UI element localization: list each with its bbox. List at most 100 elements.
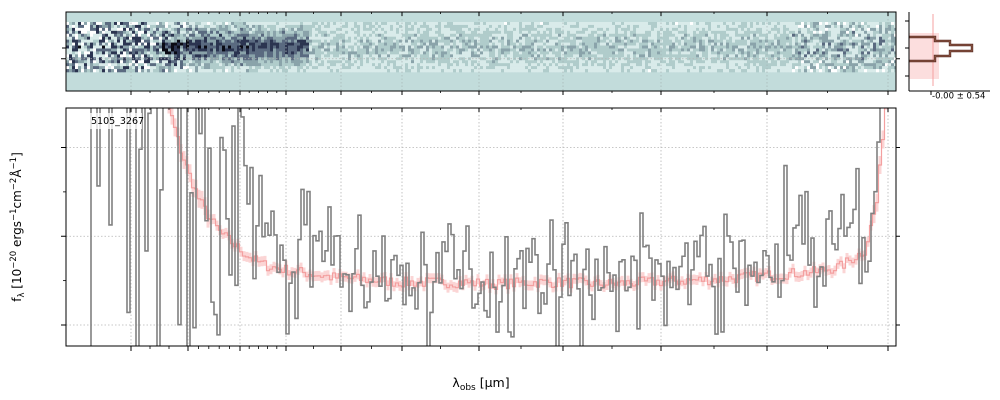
spectrum-2d-pixel <box>756 42 760 46</box>
spectrum-2d-pixel <box>774 42 778 46</box>
spectrum-2d-pixel <box>549 33 553 38</box>
spectrum-2d-pixel <box>297 51 301 55</box>
spectrum-2d-pixel <box>459 63 463 67</box>
spectrum-2d-pixel <box>471 24 475 29</box>
spectrum-2d-pixel <box>204 36 208 40</box>
spectrum-2d-pixel <box>624 66 628 70</box>
spectrum-2d-pixel <box>210 33 214 38</box>
spectrum-2d-pixel <box>300 33 304 38</box>
spectrum-2d-pixel <box>315 63 319 67</box>
spectrum-2d-pixel <box>888 69 892 73</box>
spectrum-2d-pixel <box>243 63 247 67</box>
spectrum-2d-pixel <box>375 45 379 49</box>
spectrum-2d-pixel <box>126 42 130 46</box>
spectrum-2d-pixel <box>519 48 523 52</box>
spectrum-2d-pixel <box>519 63 523 67</box>
spectrum-2d-pixel <box>558 36 562 40</box>
spectrum-2d-pixel <box>615 24 619 29</box>
spectrum-2d-pixel <box>570 54 574 58</box>
spectrum-2d-pixel <box>312 66 316 70</box>
spectrum-2d-pixel <box>357 33 361 38</box>
spectrum-2d-pixel <box>255 60 259 64</box>
spectrum-2d-pixel <box>225 63 229 67</box>
spectrum-2d-pixel <box>810 33 814 38</box>
spectrum-2d-pixel <box>420 66 424 70</box>
spectrum-2d-pixel <box>879 69 883 73</box>
spectrum-2d-pixel <box>384 22 388 26</box>
spectrum-2d-pixel <box>225 54 229 58</box>
spectrum-2d-pixel <box>501 36 505 40</box>
spectrum-2d-pixel <box>786 66 790 70</box>
spectrum-2d-pixel <box>288 27 292 32</box>
spectrum-2d-pixel <box>408 42 412 46</box>
spectrum-2d-pixel <box>579 33 583 38</box>
spectrum-2d-pixel <box>855 22 859 26</box>
spectrum-2d-pixel <box>582 22 586 26</box>
spectrum-2d-pixel <box>492 45 496 49</box>
spectrum-2d-pixel <box>474 42 478 46</box>
spectrum-2d-pixel <box>414 36 418 40</box>
spectrum-2d-pixel <box>90 36 94 40</box>
spectrum-2d-pixel <box>588 22 592 26</box>
spectrum-2d-pixel <box>66 39 70 43</box>
spectrum-2d-pixel <box>264 69 268 73</box>
spectrum-2d-pixel <box>420 27 424 32</box>
spectrum-2d-pixel <box>666 30 670 35</box>
spectrum-2d-pixel <box>204 54 208 58</box>
spectrum-2d-pixel <box>864 45 868 49</box>
spectrum-2d-pixel <box>144 24 148 29</box>
spectrum-2d-pixel <box>312 69 316 73</box>
spectrum-2d-pixel <box>210 22 214 26</box>
spectrum-2d-pixel <box>603 24 607 29</box>
spectrum-2d-pixel <box>129 36 133 40</box>
spectrum-2d-pixel <box>492 60 496 64</box>
spectrum-2d-pixel <box>96 33 100 38</box>
spectrum-2d-pixel <box>726 45 730 49</box>
spectrum-2d-pixel <box>480 54 484 58</box>
spectrum-2d-pixel <box>600 51 604 55</box>
spectrum-2d-pixel <box>105 45 109 49</box>
spectrum-2d-pixel <box>315 36 319 40</box>
spectrum-2d-pixel <box>744 51 748 55</box>
spectrum-2d-pixel <box>138 24 142 29</box>
spectrum-2d-pixel <box>381 51 385 55</box>
spectrum-2d-pixel <box>729 63 733 67</box>
spectrum-2d-pixel <box>318 33 322 38</box>
spectrum-2d-pixel <box>360 27 364 32</box>
spectrum-2d-pixel <box>90 63 94 67</box>
spectrum-2d-pixel <box>309 33 313 38</box>
spectrum-2d-pixel <box>879 36 883 40</box>
spectrum-2d-pixel <box>789 66 793 70</box>
spectrum-2d-pixel <box>780 54 784 58</box>
spectrum-2d-pixel <box>411 69 415 73</box>
spectrum-2d-pixel <box>126 48 130 52</box>
spectrum-2d-pixel <box>648 30 652 35</box>
spectrum-2d-pixel <box>642 42 646 46</box>
spectrum-2d-pixel <box>828 30 832 35</box>
spectrum-2d-pixel <box>849 36 853 40</box>
spectrum-2d-pixel <box>354 22 358 26</box>
spectrum-2d-pixel <box>537 51 541 55</box>
spectrum-2d-pixel <box>672 51 676 55</box>
spectrum-2d-pixel <box>282 63 286 67</box>
spectrum-2d-pixel <box>729 42 733 46</box>
spectrum-2d-pixel <box>393 48 397 52</box>
spectrum-2d-pixel <box>108 60 112 64</box>
spectrum-2d-pixel <box>135 36 139 40</box>
spectrum-2d-pixel <box>327 69 331 73</box>
spectrum-2d-pixel <box>798 51 802 55</box>
spectrum-2d-pixel <box>813 66 817 70</box>
spectrum-2d-pixel <box>885 45 889 49</box>
spectrum-2d-pixel <box>588 27 592 32</box>
spectrum-2d-pixel <box>249 36 253 40</box>
spectrum-2d-pixel <box>843 39 847 43</box>
spectrum-2d-pixel <box>426 48 430 52</box>
spectrum-2d-pixel <box>801 24 805 29</box>
spectrum-2d-pixel <box>438 60 442 64</box>
spectrum-2d-pixel <box>576 27 580 32</box>
spectrum-2d-pixel <box>747 33 751 38</box>
spectrum-2d-pixel <box>267 33 271 38</box>
spectrum-2d-pixel <box>510 27 514 32</box>
spectrum-2d-pixel <box>669 24 673 29</box>
spectrum-2d-pixel <box>657 30 661 35</box>
